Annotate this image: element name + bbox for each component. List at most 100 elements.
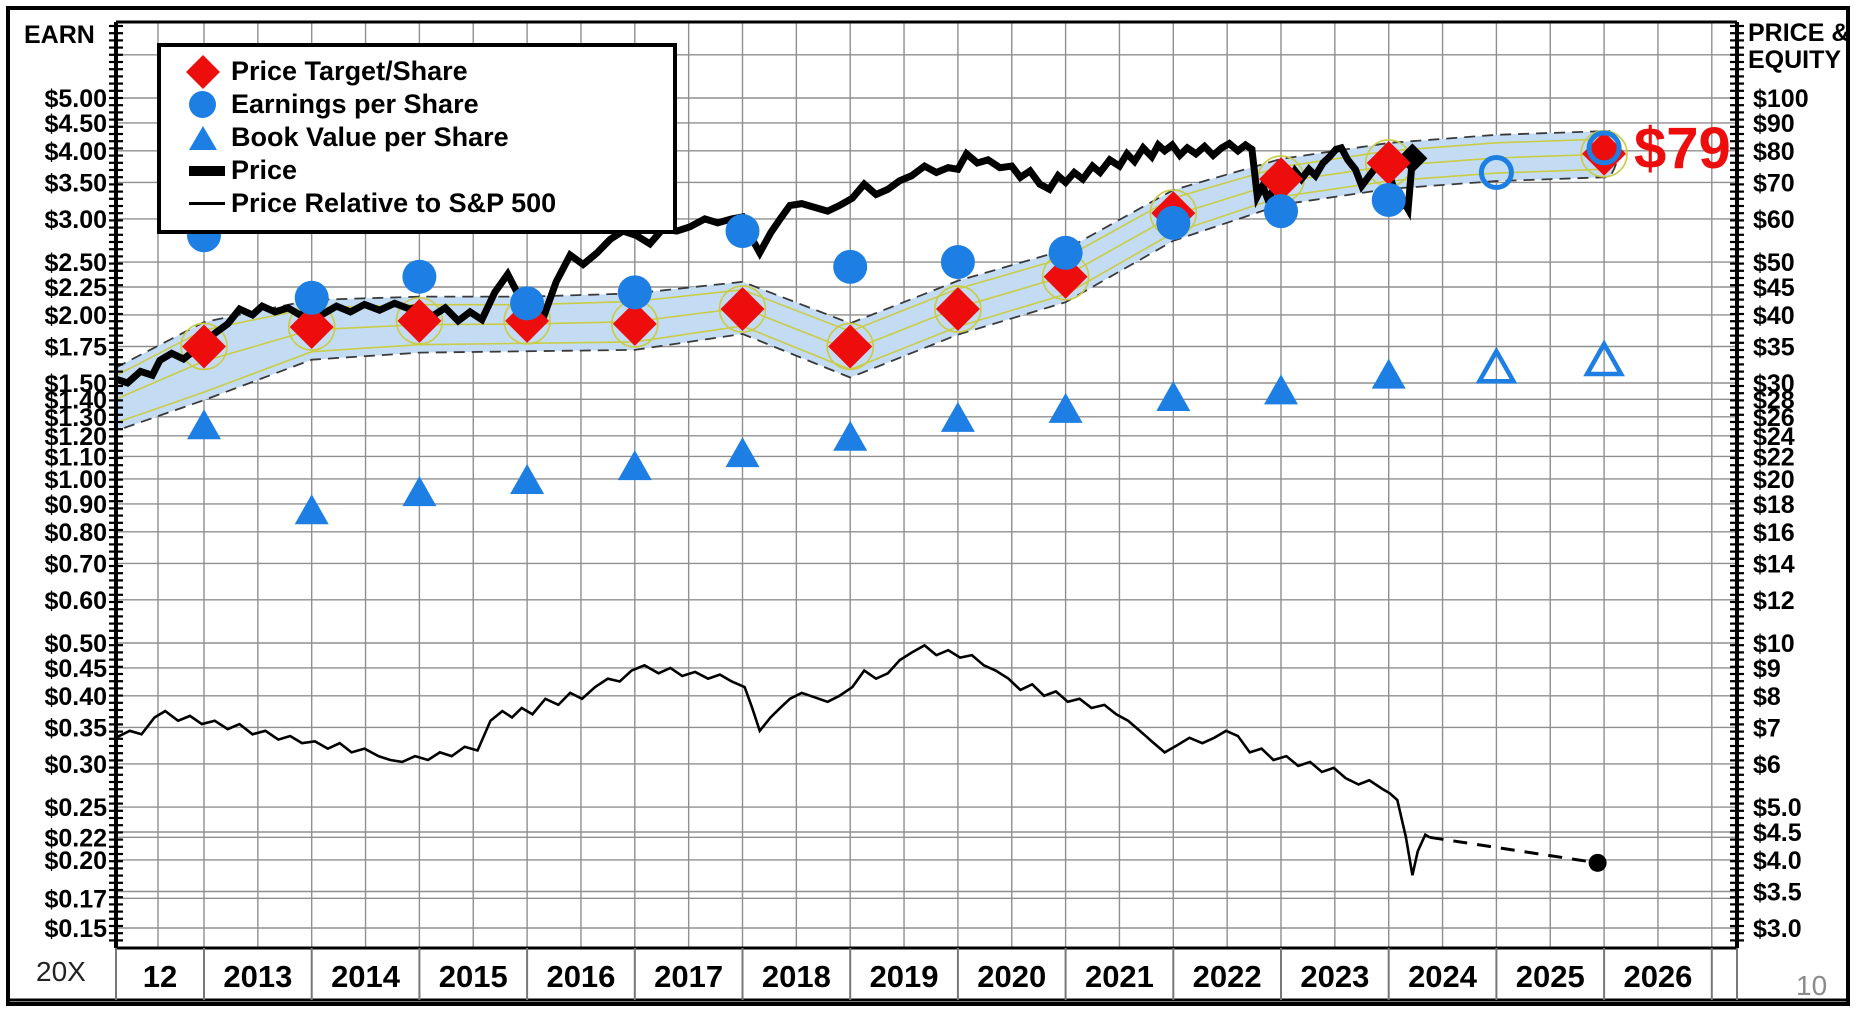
left-axis-title: EARN [24, 21, 95, 49]
eps-marker-2016 [617, 275, 652, 310]
price-target-callout: $79 [1634, 116, 1731, 181]
thick-line-icon [189, 165, 231, 176]
left-tick-label: $3.00 [44, 206, 107, 234]
legend-label: Earnings per Share [231, 89, 479, 119]
left-tick-label: $2.00 [44, 302, 107, 330]
year-label-2026: 2026 [1623, 959, 1692, 994]
year-label-2022: 2022 [1193, 959, 1262, 994]
year-label-12: 12 [143, 959, 177, 994]
year-label-2019: 2019 [870, 959, 939, 994]
year-label-2013: 2013 [223, 959, 292, 994]
blue-circle-icon [189, 91, 231, 118]
right-tick-label: $70 [1753, 169, 1795, 197]
book-value-marker-2020 [1048, 392, 1083, 423]
axis-labels: $5.00$4.50$4.00 $3.50 $3.00 $2.50$2.25$2.00… [44, 85, 1808, 943]
left-tick-label: $0.25 [44, 794, 107, 822]
left-tick-label: $0.15 [44, 915, 107, 943]
eps-marker-2021 [1156, 205, 1191, 240]
right-axis-title-line1: PRICE & [1748, 19, 1850, 47]
legend-label: Price [231, 155, 298, 185]
axis-ticks [109, 22, 1744, 948]
year-band: 12 2013 2014 2015 2016 2017 2018 2019 2020 2021 20… [8, 948, 1848, 1002]
left-tick-label: $1.40 [44, 386, 107, 414]
right-tick-label: $28 [1753, 386, 1795, 414]
legend-item-eps: Earnings per Share [189, 88, 663, 121]
year-label-2017: 2017 [654, 959, 723, 994]
plot-frame [116, 20, 1737, 950]
book-value-marker-2025 [1583, 339, 1625, 377]
eps-marker-2025 [1586, 130, 1622, 166]
year-label-2024: 2024 [1408, 959, 1478, 994]
book-value-marker-2016 [617, 450, 652, 481]
right-tick-label: $4.0 [1753, 847, 1802, 875]
right-tick-label: $14 [1753, 550, 1795, 578]
left-tick-label: $0.90 [44, 491, 107, 519]
relative-strength-end-dot [1588, 853, 1607, 872]
right-tick-label: $5.0 [1753, 794, 1802, 822]
price-target-marker-2013 [289, 305, 334, 350]
right-tick-label: $35 [1753, 333, 1795, 361]
price-target-marker-2016 [612, 301, 657, 346]
book-value-marker-2022 [1264, 374, 1298, 405]
legend-item-price-target: Price Target/Share [186, 54, 663, 89]
year-label-2016: 2016 [546, 959, 615, 994]
right-tick-label: $30 [1753, 370, 1795, 398]
right-tick-label: $9 [1753, 655, 1781, 683]
red-diamond-icon [186, 54, 231, 89]
legend-item-book-value: Book Value per Share [189, 121, 663, 154]
book-value-marker-2014 [402, 476, 437, 507]
value-band [116, 130, 1619, 432]
year-label-2014: 2014 [331, 959, 401, 994]
left-tick-label: $0.70 [44, 550, 107, 578]
right-tick-label: $22 [1753, 443, 1795, 471]
left-tick-label: $2.50 [44, 249, 107, 277]
book-value-marker-2019 [940, 401, 975, 432]
eps-marker-2022 [1264, 194, 1298, 229]
price-target-marker-2019 [935, 287, 980, 332]
right-tick-label: $4.5 [1753, 819, 1802, 847]
right-tick-label: $24 [1753, 423, 1795, 451]
book-value-marker-2013 [294, 494, 329, 525]
year-label-2015: 2015 [439, 959, 508, 994]
left-tick-label: $0.22 [44, 824, 107, 852]
left-tick-label: $0.45 [44, 655, 107, 683]
left-tick-label: $4.00 [44, 138, 107, 166]
left-tick-label: $0.40 [44, 683, 107, 711]
price-target-marker-2023 [1366, 140, 1411, 185]
right-tick-label: $40 [1753, 302, 1795, 330]
page-number: 10 [1796, 970, 1828, 1001]
right-tick-label: $16 [1753, 519, 1795, 547]
right-tick-label: $80 [1753, 138, 1795, 166]
pe-multiple-label: 20X [36, 956, 86, 987]
left-tick-label: $2.25 [44, 274, 107, 302]
book-value-marker-2015 [510, 463, 545, 494]
eps-marker-2023 [1371, 182, 1406, 217]
book-value-marker-2024 [1475, 346, 1518, 384]
legend-label: Book Value per Share [231, 122, 509, 152]
left-tick-label: $3.50 [44, 169, 107, 197]
year-label-2018: 2018 [762, 959, 831, 994]
year-label-2025: 2025 [1516, 959, 1585, 994]
book-value-marker-2017 [725, 437, 760, 468]
left-tick-label: $1.10 [44, 443, 107, 471]
right-tick-label: $45 [1753, 274, 1795, 302]
year-label-2023: 2023 [1300, 959, 1369, 994]
price-target-marker-2014 [397, 298, 442, 343]
relative-strength-projection [1429, 835, 1598, 865]
right-tick-label: $20 [1753, 466, 1795, 494]
left-tick-label: $5.00 [44, 85, 107, 113]
price-target-marker-2025 [1582, 131, 1627, 176]
right-tick-label: $50 [1753, 249, 1795, 277]
price-target-marker-2018 [828, 324, 873, 369]
right-tick-label: $90 [1753, 110, 1795, 138]
legend-item-relative: Price Relative to S&P 500 [189, 187, 663, 220]
right-tick-label: $100 [1753, 85, 1809, 113]
right-tick-label: $3.5 [1753, 878, 1802, 906]
year-label-2021: 2021 [1085, 959, 1154, 994]
right-tick-label: $7 [1753, 714, 1781, 742]
right-tick-label: $3.0 [1753, 915, 1802, 943]
eps-marker-2017 [725, 214, 760, 249]
book-value-marker-2012 [187, 409, 221, 440]
book-value-marker-2021 [1156, 380, 1191, 411]
eps-marker-2018 [833, 249, 868, 284]
